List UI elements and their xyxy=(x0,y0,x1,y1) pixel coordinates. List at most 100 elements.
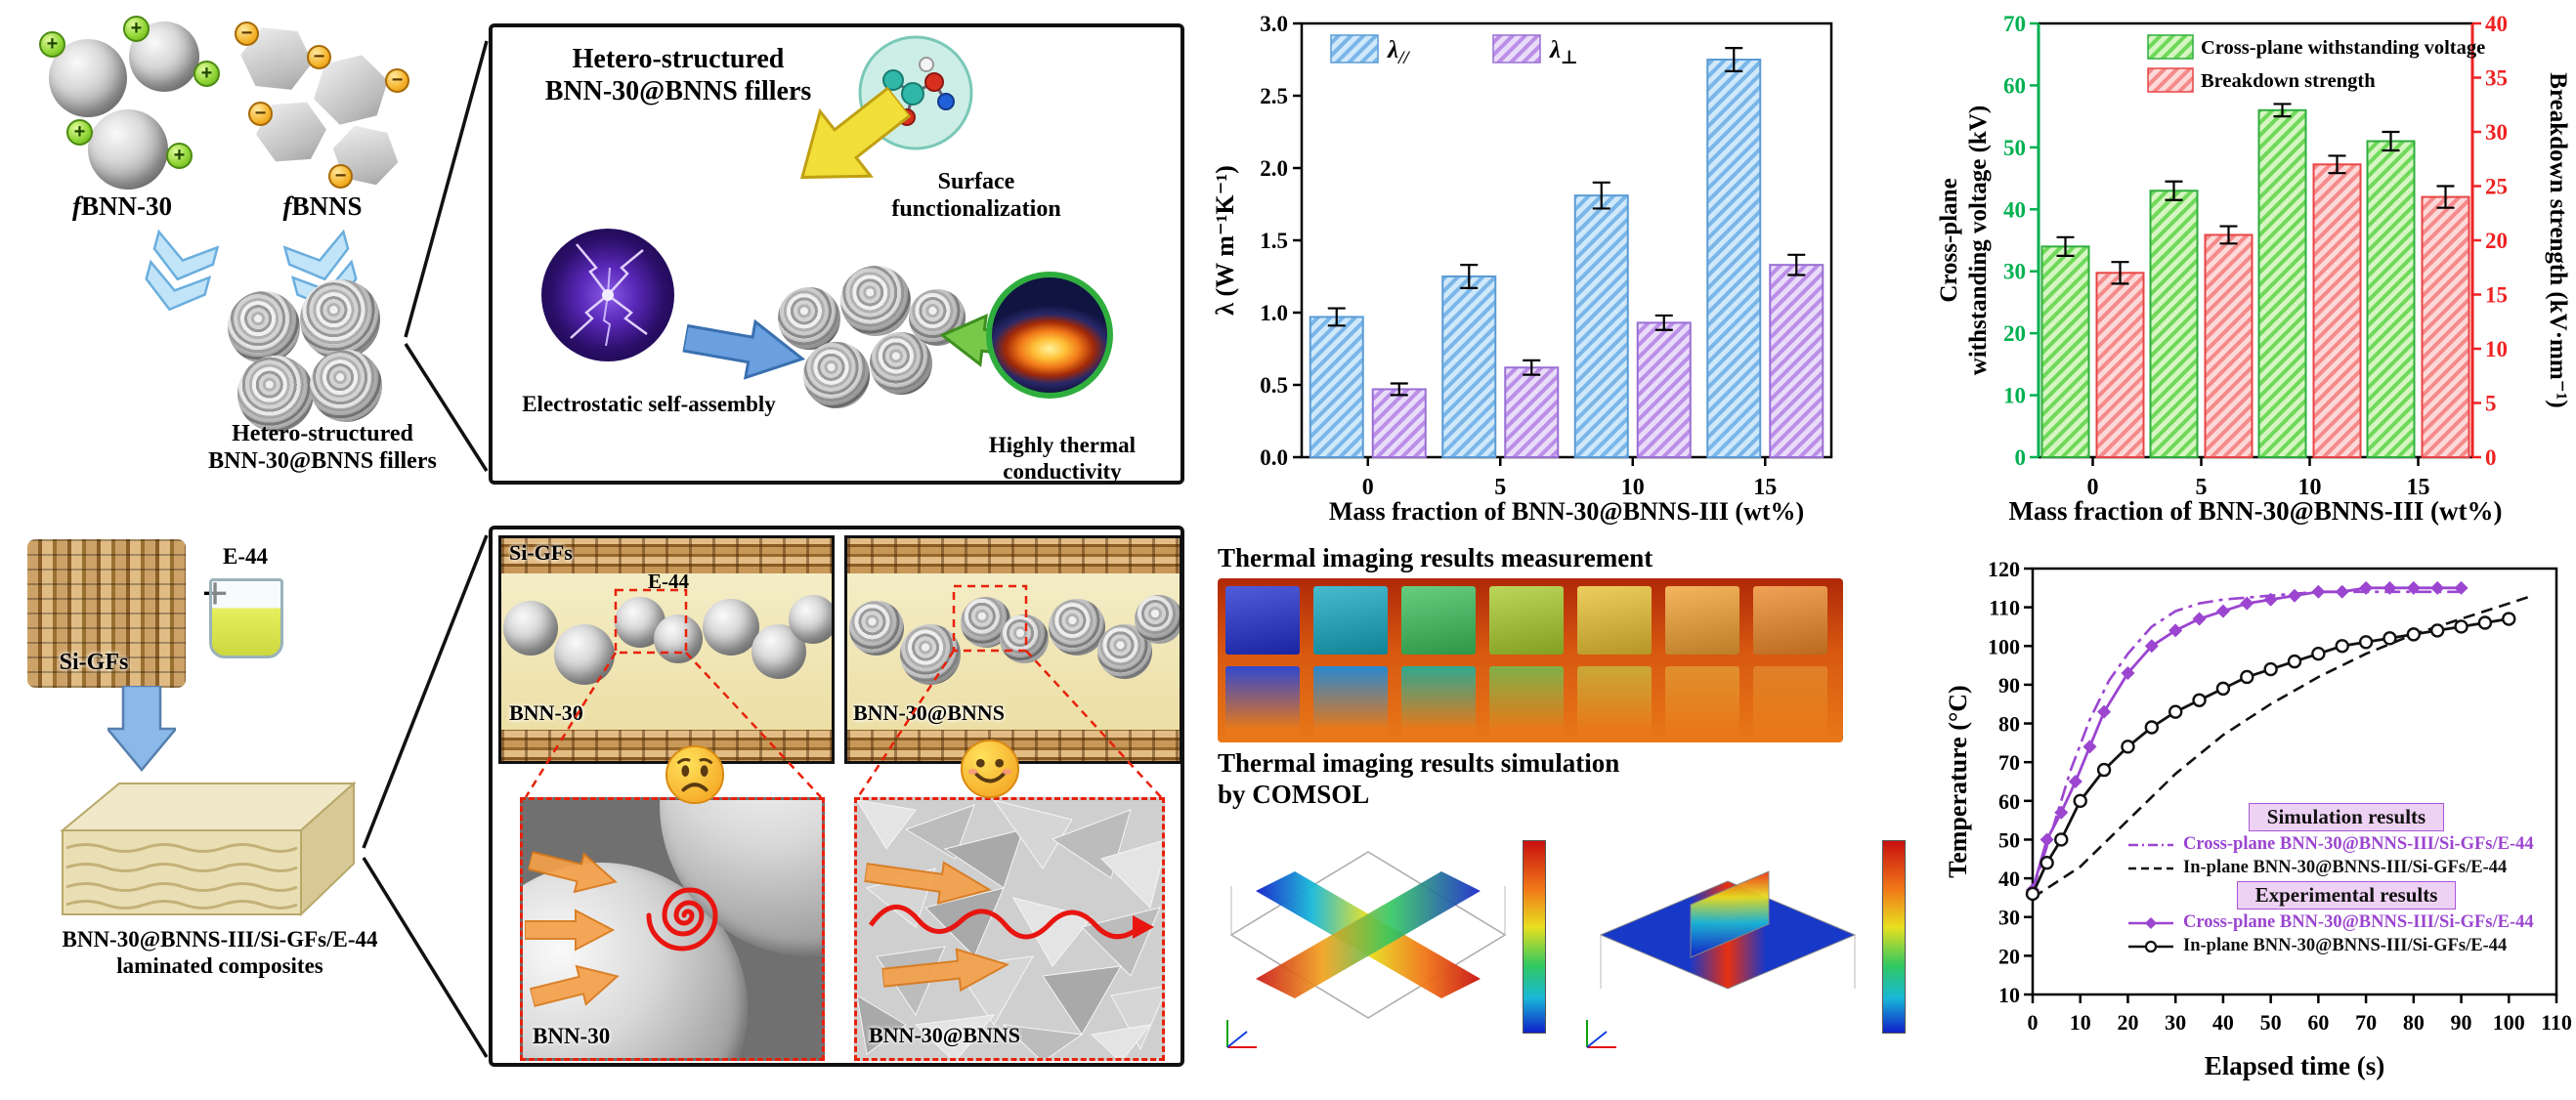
hetero-filler-sphere xyxy=(1000,614,1049,663)
synthesis-schematic: + + + + + − − − − − fBNN-30 fBNNS xyxy=(0,0,489,1100)
plus-charge-icon: + xyxy=(193,61,220,87)
thermal-tile xyxy=(1665,586,1739,655)
fbnns-label: fBNNS xyxy=(282,191,363,221)
fbnns-illustration: − − − − − xyxy=(235,18,420,203)
svg-text:5: 5 xyxy=(2196,475,2208,500)
sigfs-label: Si-GFs xyxy=(509,540,573,565)
happy-face-icon xyxy=(960,739,1020,799)
svg-text:30: 30 xyxy=(1998,906,2020,930)
laminated-composite-image xyxy=(60,781,357,917)
svg-text:0: 0 xyxy=(2485,445,2497,470)
thermal-tile-reflection xyxy=(1401,666,1476,735)
sad-face-icon xyxy=(665,744,725,805)
fbnn30-label: fBNN-30 xyxy=(72,191,172,221)
svg-text:0: 0 xyxy=(2015,445,2027,470)
glass-fabric-strip xyxy=(501,730,832,761)
svg-text:90: 90 xyxy=(2451,1010,2472,1035)
svg-text:60: 60 xyxy=(1998,789,2020,814)
thermal-conductivity-chart: 0.0 0.5 1.0 1.5 2.0 2.5 3.0 0 5 10 15 Mass fraction… xyxy=(1204,6,1841,553)
svg-text:80: 80 xyxy=(1998,712,2020,737)
bnn30bnns-composite-schematic: BNN-30@BNNS xyxy=(844,535,1182,764)
svg-text:2.0: 2.0 xyxy=(1260,156,1288,181)
hetero-filler-sphere xyxy=(300,279,380,360)
svg-text:50: 50 xyxy=(2003,136,2026,160)
bnn30-sphere xyxy=(88,109,168,190)
hetero-filler-cluster xyxy=(228,279,394,445)
temperature-time-chart: Simulation results Cross-plane BNN-30@BNN… xyxy=(1939,553,2576,1100)
svg-text:10: 10 xyxy=(1998,983,2020,1007)
bnn30-contact-zoom: BNN-30 xyxy=(520,797,825,1061)
svg-text:70: 70 xyxy=(1998,750,2020,775)
svg-text:90: 90 xyxy=(1998,673,2020,698)
down-chevron-arrow-icon xyxy=(145,229,220,312)
svg-text:40: 40 xyxy=(2003,197,2026,222)
svg-text:Mass fraction of BNN-30@BNNS-I: Mass fraction of BNN-30@BNNS-III (wt%) xyxy=(2008,496,2502,526)
hetero-filler-sphere xyxy=(1135,595,1180,644)
hetero-filler-sphere xyxy=(849,601,904,656)
thermal-measurement-title: Thermal imaging results measurement xyxy=(1218,543,1653,572)
thermal-tile-reflection xyxy=(1225,666,1300,735)
sigfs-fabric-image xyxy=(27,539,186,688)
hetero-filler-sphere xyxy=(1049,599,1105,656)
down-arrow-icon xyxy=(107,686,176,772)
bnn30-sphere xyxy=(789,595,832,644)
bnn30bnns-filler-label: BNN-30@BNNS xyxy=(853,700,1005,725)
thermal-tile-reflection xyxy=(1313,666,1388,735)
svg-text:20: 20 xyxy=(1998,944,2020,968)
plus-charge-icon: + xyxy=(166,143,193,169)
svg-text:70: 70 xyxy=(2003,12,2026,36)
process-panel-title: Hetero-structured BNN-30@BNNS fillers xyxy=(544,44,812,107)
svg-text:60: 60 xyxy=(2307,1010,2329,1035)
e44-label: E-44 xyxy=(223,544,268,569)
e44-beaker xyxy=(209,578,283,658)
svg-text:0: 0 xyxy=(2087,475,2099,500)
composite-caption: BNN-30@BNNS-III/Si-GFs/E-44 laminated co… xyxy=(62,927,378,979)
heat-path-squiggle xyxy=(868,904,1154,940)
svg-text:λ//: λ// xyxy=(1387,37,1410,68)
blue-arrow-icon xyxy=(680,318,806,380)
bnn30-sphere xyxy=(503,601,558,656)
assembled-filler-cluster xyxy=(778,260,973,426)
surface-functionalization-label: Surface functionalization xyxy=(891,169,1061,223)
hetero-filler-sphere xyxy=(237,356,314,432)
svg-text:1.0: 1.0 xyxy=(1260,301,1288,325)
bnn30-sphere xyxy=(554,624,615,685)
legend-entry: Cross-plane BNN-30@BNNS-III/Si-GFs/E-44 xyxy=(2126,912,2566,933)
svg-text:10: 10 xyxy=(1621,475,1645,500)
svg-text:60: 60 xyxy=(2003,73,2026,98)
minus-charge-icon: − xyxy=(235,21,259,46)
svg-text:20: 20 xyxy=(2485,229,2508,253)
svg-text:3.0: 3.0 xyxy=(1260,12,1288,36)
svg-text:Cross-plane withstanding volta: Cross-plane withstanding voltage xyxy=(2201,37,2485,59)
thermal-resistance-spiral-icon xyxy=(646,887,718,952)
svg-text:Breakdown strength (kV·mm⁻¹): Breakdown strength (kV·mm⁻¹) xyxy=(2545,72,2571,407)
electrostatic-lightning-icon xyxy=(541,229,674,361)
svg-text:50: 50 xyxy=(1998,827,2020,852)
zoom-guides xyxy=(524,584,1162,798)
svg-text:35: 35 xyxy=(2485,66,2508,91)
heat-flux-arrow-icon xyxy=(863,861,992,905)
yellow-arrow-icon xyxy=(799,85,913,180)
svg-text:70: 70 xyxy=(2355,1010,2377,1035)
svg-text:5: 5 xyxy=(1494,475,1506,500)
temperature-chart-legend: Simulation results Cross-plane BNN-30@BNN… xyxy=(2126,803,2566,956)
svg-text:10: 10 xyxy=(2070,1010,2091,1035)
heat-flux-arrow-icon xyxy=(528,964,620,1008)
temperature-chart-svg: 0 10 20 30 40 50 60 70 80 90 100 110 10 20 30 40 50 60 70 8… xyxy=(1944,557,2572,1080)
svg-text:80: 80 xyxy=(2403,1010,2425,1035)
svg-text:Elapsed time (s): Elapsed time (s) xyxy=(2205,1051,2385,1080)
fbnn30-illustration: + + + + + xyxy=(39,16,225,203)
svg-text:5: 5 xyxy=(2485,392,2497,416)
svg-text:110: 110 xyxy=(2541,1010,2572,1035)
e44-label: E-44 xyxy=(648,570,689,593)
heat-flux-arrow-icon xyxy=(526,850,618,894)
minus-charge-icon: − xyxy=(248,102,273,126)
minus-charge-icon: − xyxy=(307,45,331,69)
heat-flux-arrow-icon xyxy=(880,948,1010,993)
comsol-colorbar xyxy=(1523,840,1546,1034)
thermal-tile xyxy=(1401,586,1476,655)
plus-charge-icon: + xyxy=(66,119,93,146)
svg-text:20: 20 xyxy=(2003,321,2026,346)
svg-text:30: 30 xyxy=(2165,1010,2186,1035)
